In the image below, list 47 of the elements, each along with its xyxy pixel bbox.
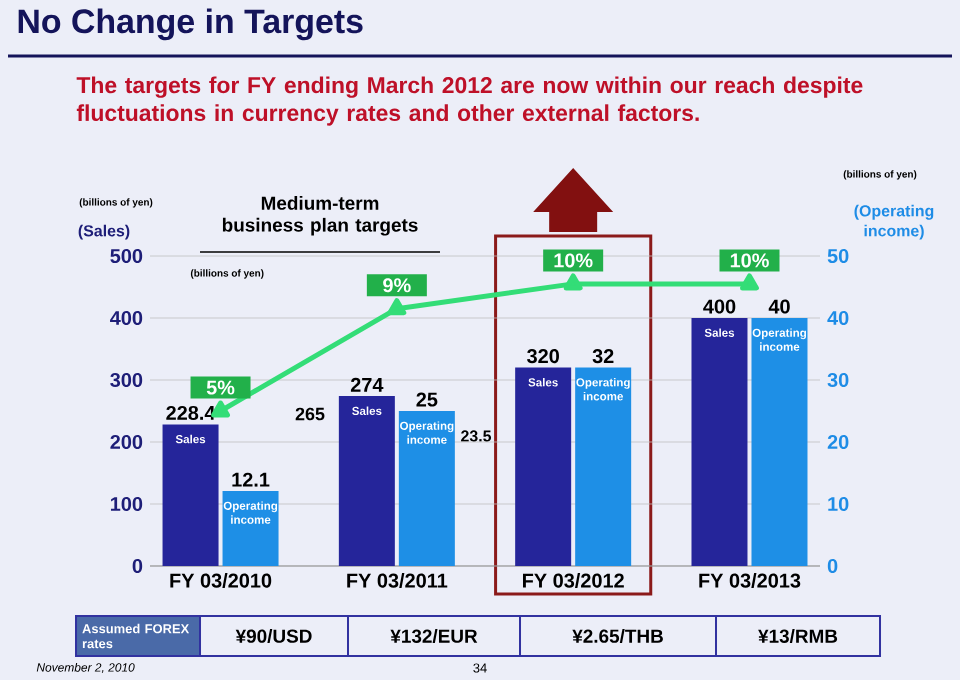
text: Medium-term business plan targets <box>222 195 418 236</box>
annotation: 10% <box>554 253 593 268</box>
text: ¥90/USD <box>235 628 312 644</box>
chart-subtitle: The targets for FY ending March 2012 are now within our reach despite fluctuations in currency rates and other external factors. <box>76 76 863 126</box>
data-label: 32 <box>592 349 614 364</box>
bar <box>162 424 219 566</box>
y2-tick-label: 40 <box>827 310 849 326</box>
y-tick-label: 300 <box>110 372 143 388</box>
y2-tick-label: 30 <box>827 372 849 388</box>
point <box>740 273 759 291</box>
annotation: 9% <box>383 278 411 293</box>
y-tick-label: 500 <box>110 248 143 264</box>
annotation: 265 <box>295 407 325 421</box>
bar <box>398 411 455 566</box>
y2-tick-label: 10 <box>828 496 849 512</box>
y2-tick-label: 20 <box>827 434 849 450</box>
chart-title: No Change in Targets <box>18 8 363 41</box>
y2-tick-label: 50 <box>827 248 849 264</box>
text: ¥2.65/THB <box>572 628 663 644</box>
bar <box>338 396 395 566</box>
y-tick-label: 0 <box>132 558 143 574</box>
y-tick-label: 200 <box>110 434 143 450</box>
data-label: 228.4 <box>166 405 216 420</box>
text: ¥13/RMB <box>758 628 838 644</box>
y2-tick-label: 0 <box>827 558 838 574</box>
x-tick-label: FY 03/2011 <box>347 573 448 588</box>
x-tick-label: FY 03/2012 <box>523 573 624 588</box>
data-label: 12.1 <box>232 472 270 487</box>
x-tick-label: FY 03/2013 <box>699 573 801 588</box>
bar <box>515 367 572 566</box>
x-tick-label: FY 03/2010 <box>170 573 272 588</box>
bar <box>575 367 632 566</box>
data-label: 274 <box>350 377 384 392</box>
text: ¥132/EUR <box>390 628 478 644</box>
data-label: 25 <box>416 392 438 407</box>
y-tick-label: 100 <box>110 496 143 512</box>
point <box>387 298 407 316</box>
bar <box>222 490 279 566</box>
y-tick-label: 400 <box>110 310 143 326</box>
bar <box>691 318 748 566</box>
data-label: 400 <box>703 299 736 314</box>
data-label: 320 <box>527 349 559 364</box>
data-label: 40 <box>768 299 790 314</box>
annotation: 10% <box>730 253 769 268</box>
point <box>563 273 583 291</box>
bar <box>751 318 808 566</box>
annotation: 5% <box>206 380 235 395</box>
